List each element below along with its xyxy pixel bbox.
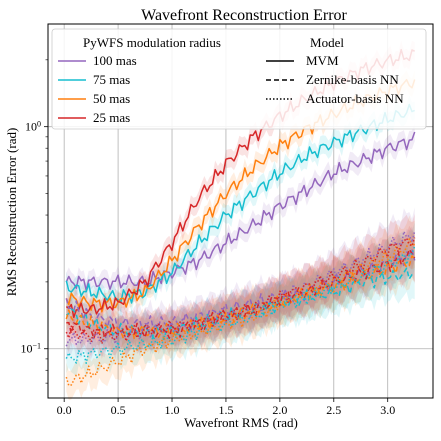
legend: PyWFS modulation radius Model 100 mas 75… [51, 28, 427, 130]
plot-area [47, 23, 434, 399]
error-band [66, 122, 415, 300]
legend-entry-actuator-nn: Actuator-basis NN [266, 91, 404, 106]
legend-label: 50 mas [93, 91, 130, 106]
series-line [65, 249, 416, 333]
series-line [65, 255, 416, 340]
legend-label: Actuator-basis NN [306, 91, 404, 106]
x-axis-label: Wavefront RMS (rad) [184, 415, 298, 430]
x-tick-label: 0.5 [111, 403, 126, 417]
x-tick-label: 1.5 [218, 403, 233, 417]
x-tick-label: 2.0 [272, 403, 287, 417]
legend-entry-mvm: MVM [266, 53, 339, 68]
legend-title-radius: PyWFS modulation radius [83, 35, 221, 50]
legend-label: 25 mas [93, 110, 130, 125]
x-tick-label: 0.0 [57, 403, 72, 417]
error-band [66, 222, 415, 379]
series-line [65, 238, 416, 387]
chart-title: Wavefront Reconstruction Error [141, 7, 347, 24]
error-band [66, 207, 415, 361]
y-axis-label: RMS Reconstruction Error (rad) [4, 128, 19, 297]
x-tick-label: 1.0 [165, 403, 180, 417]
y-axis-ticks: 10−1 100 [20, 59, 48, 384]
series-line [65, 230, 416, 347]
legend-label: Zernike-basis NN [306, 72, 399, 87]
x-axis-ticks: 0.0 0.5 1.0 1.5 2.0 2.5 3.0 [57, 398, 395, 417]
legend-entry-100-mas: 100 mas [58, 53, 137, 68]
error-band [66, 225, 415, 356]
legend-entry-50-mas: 50 mas [58, 91, 130, 106]
series-line [65, 245, 416, 364]
legend-label: 75 mas [93, 72, 130, 87]
y-tick-label: 10−1 [20, 341, 41, 356]
legend-label: 100 mas [93, 53, 137, 68]
error-band [66, 232, 415, 356]
series-lines [65, 48, 416, 387]
legend-title-model: Model [310, 35, 344, 50]
legend-entry-25-mas: 25 mas [58, 110, 130, 125]
legend-label: MVM [306, 53, 339, 68]
legend-entry-75-mas: 75 mas [58, 72, 130, 87]
legend-entry-zernike-nn: Zernike-basis NN [266, 72, 399, 87]
y-tick-label: 100 [25, 119, 41, 134]
legend-box [51, 28, 427, 130]
error-band [66, 244, 415, 357]
error-band [66, 215, 415, 400]
x-tick-label: 3.0 [380, 403, 395, 417]
error-band [66, 226, 415, 348]
x-tick-label: 2.5 [326, 403, 341, 417]
series-line [65, 237, 416, 345]
series-line [65, 131, 416, 292]
series-line [65, 103, 416, 304]
error-band [66, 214, 415, 359]
